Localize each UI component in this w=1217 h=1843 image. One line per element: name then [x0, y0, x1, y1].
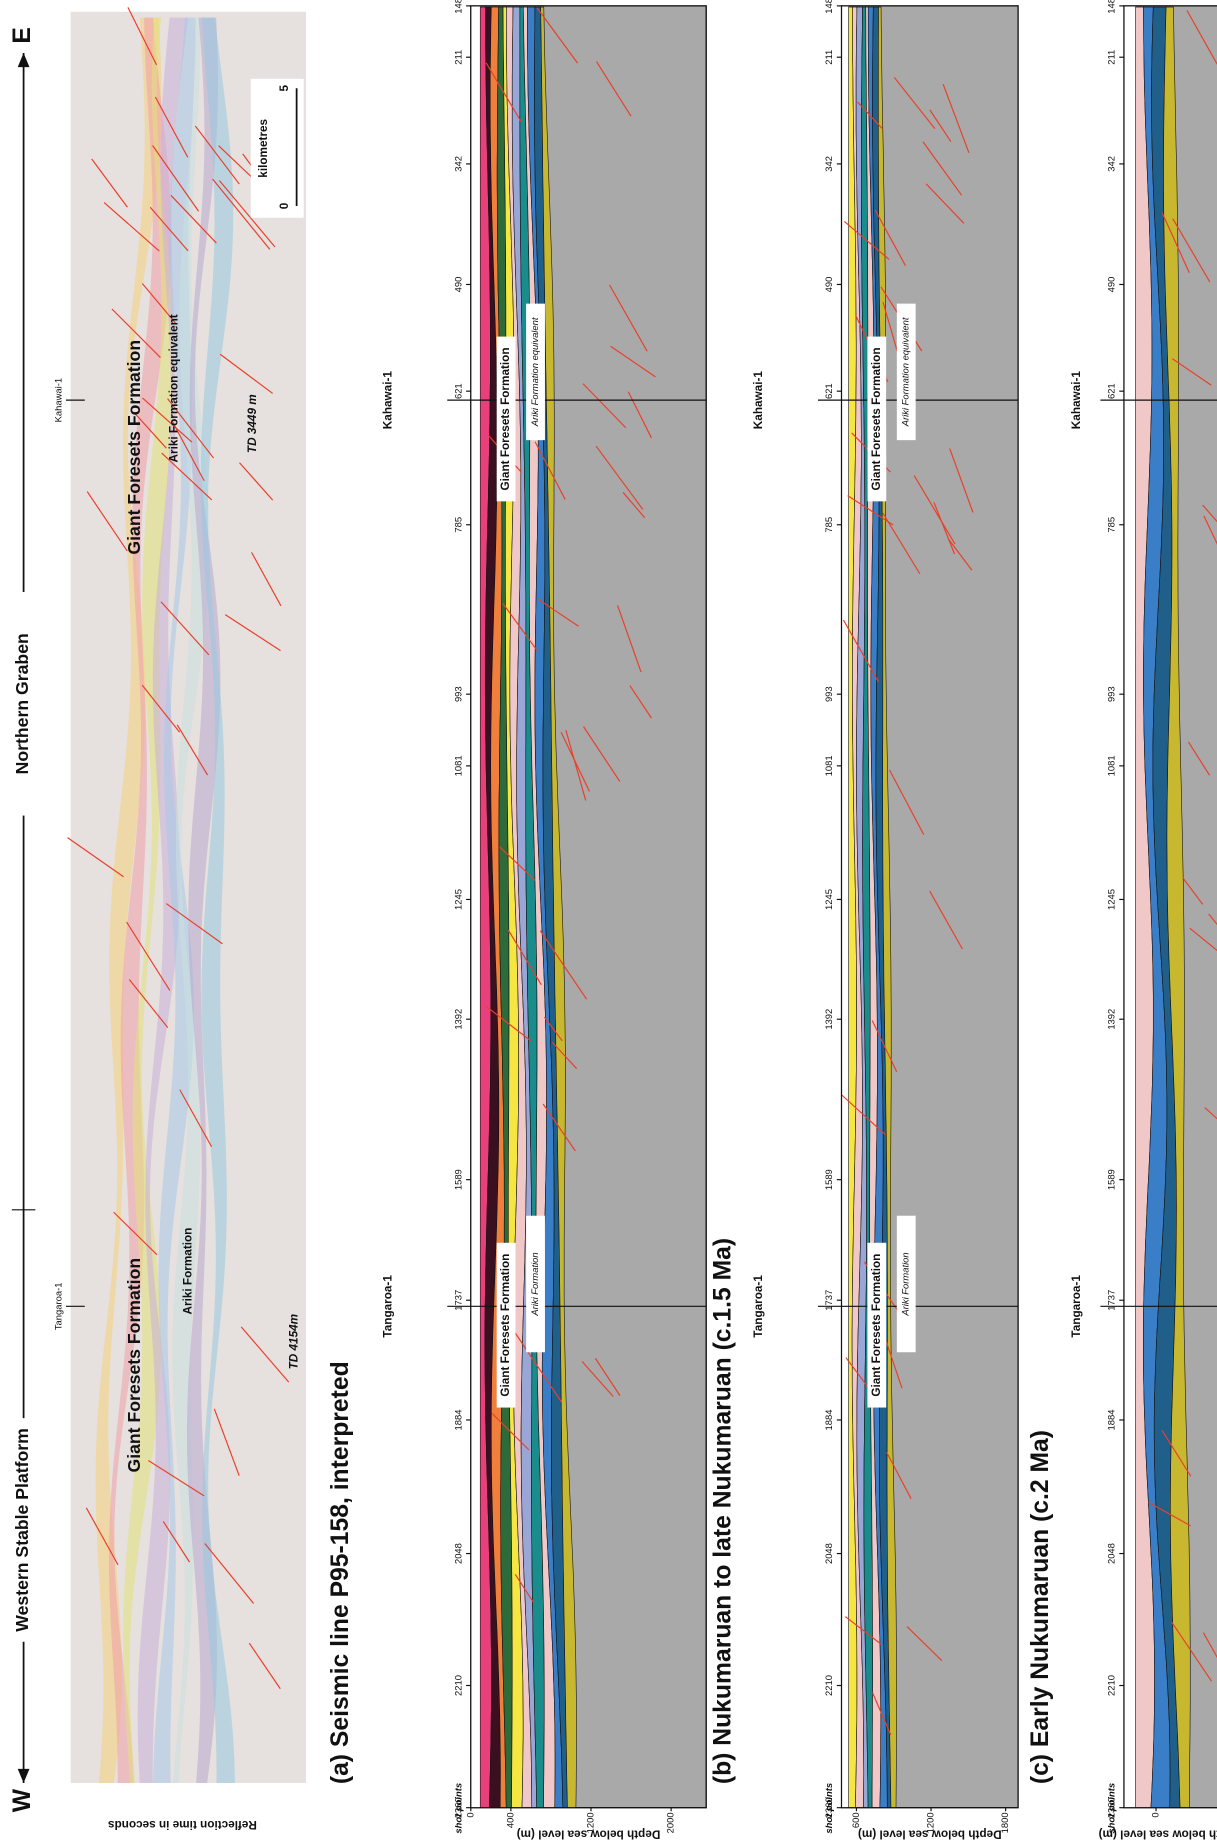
shot-tick-label: 490: [823, 277, 834, 293]
y-axis-label: Reflection time in seconds: [108, 1818, 257, 1831]
shot-tick-label: 211: [1106, 50, 1117, 65]
ariki-label: Ariki Formation equivalent: [167, 314, 180, 462]
water: [471, 6, 480, 1808]
figure: W E Western Stable Platform Northern Graben…: [0, 0, 1217, 1843]
well-label: Tangaroa-1: [1070, 1275, 1083, 1338]
annotation: Ariki Formation: [900, 1252, 911, 1316]
shot-tick-label: 1589: [453, 1169, 464, 1190]
shot-tick-label: 490: [1106, 277, 1117, 293]
annotation: Giant Foresets Formation: [499, 347, 512, 490]
water: [842, 6, 849, 1808]
shot-tick-label: 621: [1106, 383, 1117, 399]
shot-tick-label: 490: [453, 277, 464, 293]
shot-tick-label: 993: [1106, 686, 1117, 702]
shot-tick-label: 785: [1106, 517, 1117, 533]
shot-tick-label: 148: [823, 0, 834, 14]
shot-tick-label: 1884: [823, 1409, 834, 1430]
formation-label: Giant Foresets Formation: [124, 340, 144, 555]
shot-tick-label: 2048: [823, 1543, 834, 1564]
shot-tick-label: 342: [823, 156, 834, 172]
shot-tick-label: 621: [453, 383, 464, 399]
well-label: Kahawai-1: [52, 378, 63, 422]
water: [1124, 6, 1136, 1808]
annotation: Ariki Formation equivalent: [529, 317, 540, 427]
shot-tick-label: 1392: [453, 1009, 464, 1030]
well-label: Tangaroa-1: [382, 1275, 395, 1338]
shot-tick-label: 1392: [1106, 1009, 1117, 1030]
shot-tick-label: 211: [453, 50, 464, 65]
shot-points-label: shot points: [453, 1783, 464, 1834]
annotation: Ariki Formation equivalent: [900, 317, 911, 427]
ariki-label: Ariki Formation: [181, 1228, 194, 1315]
shot-tick-label: 1589: [1106, 1169, 1117, 1190]
shot-tick-label: 1081: [1106, 755, 1117, 776]
shot-tick-label: 342: [453, 156, 464, 172]
well-label: Kahawai-1: [382, 371, 395, 430]
formation-label: Giant Foresets Formation: [124, 1258, 144, 1473]
annotation: Giant Foresets Formation: [870, 347, 883, 490]
y-axis-label: Depth below sea level (m): [858, 1827, 1002, 1840]
shot-tick-label: 148: [1106, 0, 1117, 14]
panel-title: (c) Early Nukumaruan (c.2 Ma): [1027, 1430, 1054, 1784]
shot-tick-label: 211: [823, 50, 834, 65]
td-label: TD 4154m: [287, 1314, 300, 1370]
west-label: W: [9, 1788, 36, 1812]
shot-tick-label: 1245: [453, 889, 464, 910]
y-tick-label: 0: [1149, 1812, 1160, 1817]
shot-tick-label: 785: [823, 517, 834, 533]
shot-tick-label: 993: [453, 686, 464, 702]
shot-tick-label: 621: [823, 383, 834, 399]
y-tick-label: 400: [504, 1812, 515, 1828]
scale-tick: 0: [278, 202, 291, 209]
region-label: Northern Graben: [12, 633, 32, 774]
rotated-figure: W E Western Stable Platform Northern Graben…: [9, 0, 1217, 1840]
shot-tick-label: 1081: [823, 755, 834, 776]
shot-tick-label: 1884: [1106, 1409, 1117, 1430]
shot-tick-label: 1245: [1106, 889, 1117, 910]
arrow-head: [18, 1769, 30, 1783]
shot-tick-label: 2048: [1106, 1543, 1117, 1564]
annotation: Giant Foresets Formation: [499, 1254, 512, 1397]
shot-tick-label: 342: [1106, 156, 1117, 172]
annotation: Ariki Formation: [529, 1252, 540, 1316]
shot-tick-label: 1589: [823, 1169, 834, 1190]
east-label: E: [9, 27, 36, 43]
y-axis-label: Depth below sea level (m): [1099, 1827, 1217, 1840]
panel-title: (b) Nukumaruan to late Nukumaruan (c.1.5…: [709, 1238, 736, 1784]
shot-tick-label: 1245: [823, 889, 834, 910]
arrow-head: [18, 53, 30, 67]
shot-tick-label: 1392: [823, 1009, 834, 1030]
annotation: Giant Foresets Formation: [870, 1254, 883, 1397]
shot-tick-label: 785: [453, 517, 464, 533]
shot-tick-label: 2210: [453, 1675, 464, 1696]
td-label: TD 3449 m: [246, 394, 259, 453]
shot-tick-label: 2210: [1106, 1675, 1117, 1696]
shot-points-label: shot points: [823, 1783, 834, 1834]
y-axis-label: Depth below sea level (m): [517, 1827, 661, 1840]
shot-tick-label: 1884: [453, 1409, 464, 1430]
shot-tick-label: 1737: [823, 1290, 834, 1311]
shot-tick-label: 993: [823, 686, 834, 702]
region-label: Western Stable Platform: [12, 1428, 32, 1632]
well-label: Kahawai-1: [752, 371, 765, 430]
shot-tick-label: 148: [453, 0, 464, 14]
well-label: Tangaroa-1: [52, 1283, 63, 1331]
panel-title: (a) Seismic line P95-158, interpreted: [327, 1361, 354, 1784]
y-tick-label: 2000: [665, 1812, 676, 1833]
shot-tick-label: 1737: [453, 1290, 464, 1311]
scale-label: kilometres: [257, 118, 270, 177]
shot-tick-label: 2048: [453, 1543, 464, 1564]
shot-tick-label: 2210: [823, 1675, 834, 1696]
scale-tick: 5: [278, 85, 291, 92]
shot-tick-label: 1081: [453, 755, 464, 776]
shot-points-label: shot points: [1106, 1783, 1117, 1834]
page: W E Western Stable Platform Northern Graben…: [0, 0, 1217, 1843]
well-label: Kahawai-1: [1070, 371, 1083, 430]
shot-tick-label: 1737: [1106, 1290, 1117, 1311]
y-tick-label: 600: [850, 1812, 861, 1828]
y-tick-label: 0: [464, 1812, 475, 1817]
well-label: Tangaroa-1: [752, 1275, 765, 1338]
